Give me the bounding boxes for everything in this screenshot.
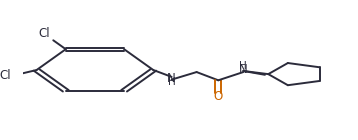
Text: H: H <box>168 77 175 87</box>
Text: Cl: Cl <box>0 69 11 82</box>
Text: O: O <box>214 90 223 103</box>
Text: H: H <box>240 61 247 71</box>
Text: N: N <box>239 63 248 76</box>
Text: N: N <box>167 72 176 85</box>
Text: Cl: Cl <box>38 27 50 40</box>
